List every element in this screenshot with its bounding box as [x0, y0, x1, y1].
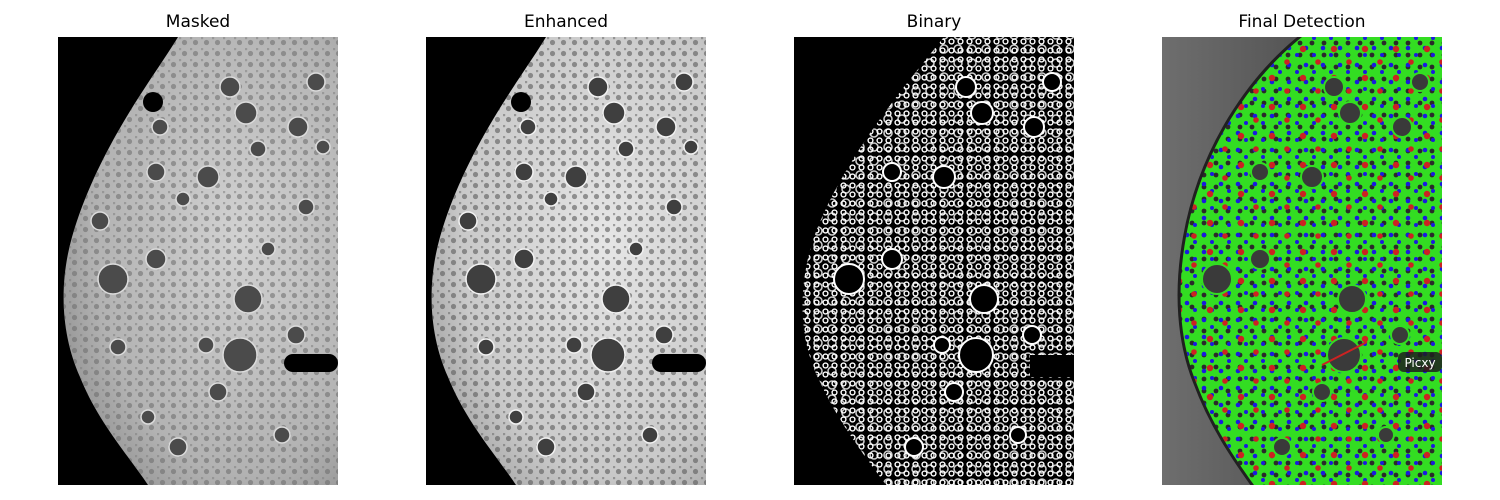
- final-detection-image: Picxy: [1162, 37, 1442, 485]
- panel-title: Enhanced: [523, 12, 609, 32]
- panel-final-detection: Final Detection: [1162, 0, 1442, 500]
- panel-masked: Masked: [58, 0, 338, 500]
- enhanced-image: [426, 37, 706, 485]
- panel-binary: Binary: [794, 0, 1074, 500]
- panel-title: Final Detection: [1238, 12, 1366, 32]
- watermark-text: Picxy: [1404, 356, 1435, 370]
- panel-enhanced: Enhanced: [426, 0, 706, 500]
- panel-title: Masked: [165, 12, 231, 32]
- watermark: Picxy: [1398, 352, 1442, 372]
- binary-image: [794, 37, 1074, 485]
- panel-title: Binary: [906, 12, 962, 32]
- masked-image: [58, 37, 338, 485]
